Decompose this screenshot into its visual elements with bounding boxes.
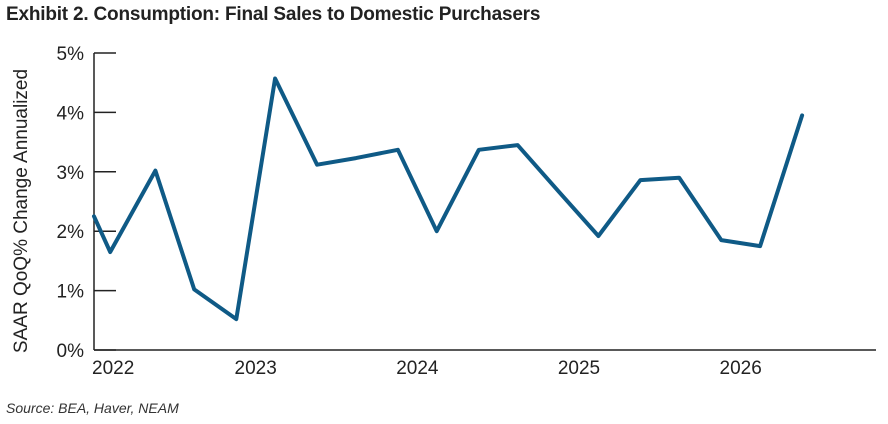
x-tick-label: 2023 — [235, 358, 277, 379]
y-tick-label: 0% — [57, 341, 85, 362]
x-tick-label: 2024 — [396, 358, 439, 379]
x-axis: 2022 2023 2024 2025 2026 — [92, 349, 876, 379]
source-note: Source: BEA, Haver, NEAM — [6, 400, 179, 416]
series-layer — [92, 76, 805, 322]
series-line — [92, 76, 805, 322]
y-tick-label: 1% — [57, 282, 85, 303]
x-tick-label: 2025 — [558, 358, 600, 379]
x-tick-label: 2022 — [92, 358, 134, 379]
y-axis: 0% 1% 2% 3% 4% 5% — [57, 44, 116, 362]
y-tick-label: 2% — [57, 222, 85, 243]
y-tick-label: 4% — [57, 103, 85, 124]
y-tick-label: 3% — [57, 163, 85, 184]
y-tick-label: 5% — [57, 44, 85, 65]
x-tick-label: 2026 — [720, 358, 762, 379]
chart-title: Exhibit 2. Consumption: Final Sales to D… — [6, 4, 541, 25]
y-axis-label: SAAR QoQ% Change Annualized — [11, 69, 32, 353]
